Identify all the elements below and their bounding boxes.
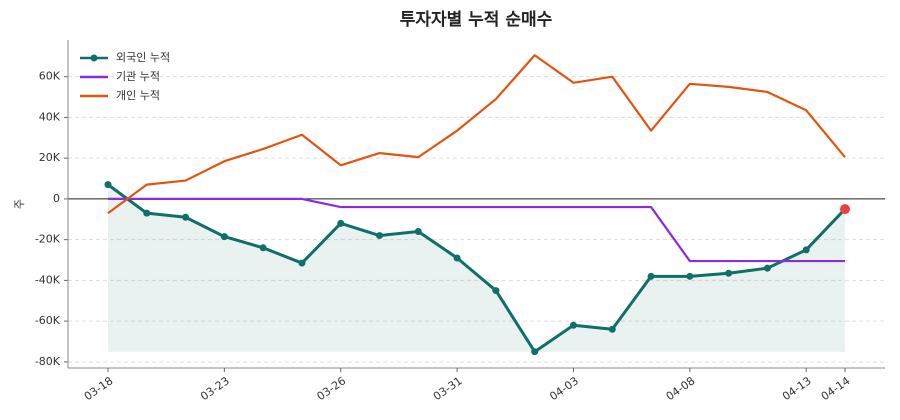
y-tick-label: 20K bbox=[39, 151, 61, 164]
chart-title: 투자자별 누적 순매수 bbox=[400, 10, 553, 30]
point bbox=[725, 269, 733, 277]
point bbox=[337, 219, 345, 227]
point bbox=[182, 213, 190, 221]
legend-marker bbox=[90, 54, 98, 62]
point bbox=[220, 233, 228, 241]
point bbox=[259, 244, 267, 252]
y-tick-label: -60K bbox=[35, 314, 61, 327]
legend-label: 개인 누적 bbox=[116, 89, 160, 102]
line bbox=[108, 197, 845, 263]
point bbox=[686, 272, 694, 280]
point bbox=[569, 321, 577, 329]
y-tick-label: 0 bbox=[53, 192, 60, 205]
point bbox=[376, 232, 384, 240]
y-axis-label: 주 bbox=[13, 199, 26, 209]
x-tick-label: 03-31 bbox=[431, 374, 465, 403]
point bbox=[531, 348, 539, 356]
point bbox=[298, 259, 306, 267]
point bbox=[647, 272, 655, 280]
legend-label: 외국인 누적 bbox=[116, 51, 170, 64]
x-tick-label: 03-26 bbox=[315, 374, 349, 403]
legend-label: 기관 누적 bbox=[116, 70, 160, 83]
x-tick-label: 04-03 bbox=[547, 374, 581, 403]
x-tick-label: 03-23 bbox=[198, 374, 232, 403]
point bbox=[143, 209, 151, 217]
area bbox=[108, 184, 845, 352]
point bbox=[763, 264, 771, 272]
x-tick-label: 04-13 bbox=[780, 374, 814, 403]
point bbox=[104, 181, 112, 189]
point bbox=[802, 246, 810, 254]
y-tick-label: 40K bbox=[39, 110, 61, 123]
y-tick-label: -20K bbox=[35, 233, 61, 246]
y-tick-label: -80K bbox=[35, 355, 61, 368]
x-tick-label: 03-18 bbox=[82, 374, 116, 403]
point bbox=[840, 204, 850, 215]
line bbox=[107, 183, 847, 354]
line bbox=[107, 54, 846, 215]
y-tick-label: 60K bbox=[39, 70, 61, 83]
point bbox=[453, 254, 461, 262]
x-tick-label: 04-14 bbox=[819, 374, 853, 403]
point bbox=[608, 325, 616, 333]
x-tick-label: 04-08 bbox=[664, 374, 698, 403]
point bbox=[492, 287, 500, 295]
point bbox=[414, 228, 422, 236]
y-tick-label: -40K bbox=[35, 273, 61, 286]
